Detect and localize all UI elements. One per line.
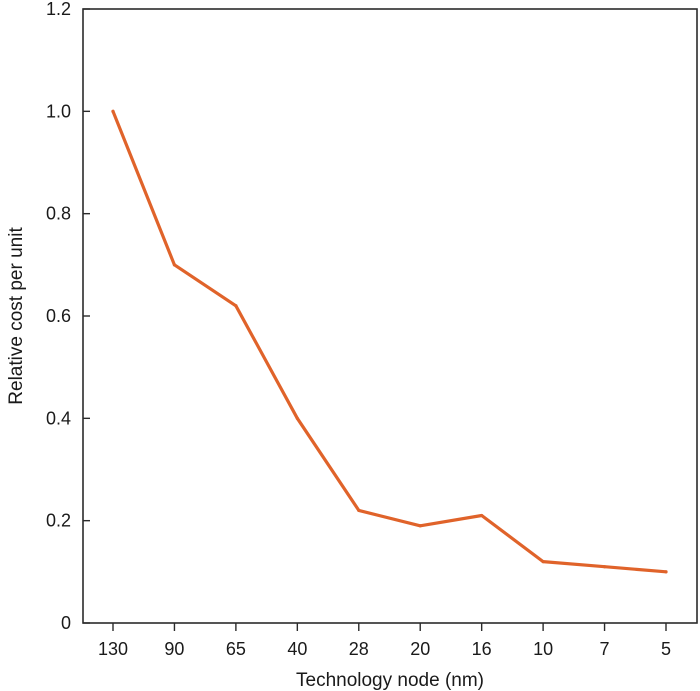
x-axis-title: Technology node (nm) [296, 670, 484, 691]
y-tick-label: 1.0 [46, 101, 71, 121]
data-point [602, 565, 607, 569]
x-tick-label: 10 [533, 639, 553, 659]
y-tick-label: 0 [61, 613, 71, 633]
y-axis-title: Relative cost per unit [6, 227, 27, 405]
y-axis: 0 0.2 0.4 0.6 0.8 1.0 1.2 [46, 0, 90, 633]
x-axis: 130 90 65 40 28 20 16 10 7 5 [98, 623, 671, 659]
data-point [480, 513, 484, 518]
x-tick-label: 5 [661, 639, 671, 659]
series-layer [111, 109, 668, 574]
data-point [357, 508, 361, 513]
x-tick-label: 16 [472, 639, 492, 659]
data-point [541, 560, 545, 564]
data-point [295, 416, 299, 420]
y-tick-label: 0.4 [46, 408, 71, 428]
y-tick-label: 0.2 [46, 511, 71, 531]
x-tick-label: 28 [349, 639, 369, 659]
x-tick-label: 40 [287, 639, 307, 659]
data-point [418, 524, 422, 528]
y-tick-label: 0.8 [46, 204, 71, 224]
x-tick-label: 7 [600, 639, 610, 659]
data-point [111, 109, 115, 113]
series-line [111, 109, 668, 574]
data-point [664, 570, 668, 574]
y-tick-label: 1.2 [46, 0, 71, 19]
plot-frame [82, 8, 698, 624]
data-point [234, 304, 238, 308]
data-point [172, 263, 177, 267]
x-tick-label: 90 [164, 639, 184, 659]
y-tick-label: 0.6 [46, 306, 71, 326]
x-tick-label: 65 [226, 639, 246, 659]
x-tick-label: 130 [98, 639, 128, 659]
x-tick-label: 20 [410, 639, 430, 659]
plot-border [82, 8, 698, 624]
